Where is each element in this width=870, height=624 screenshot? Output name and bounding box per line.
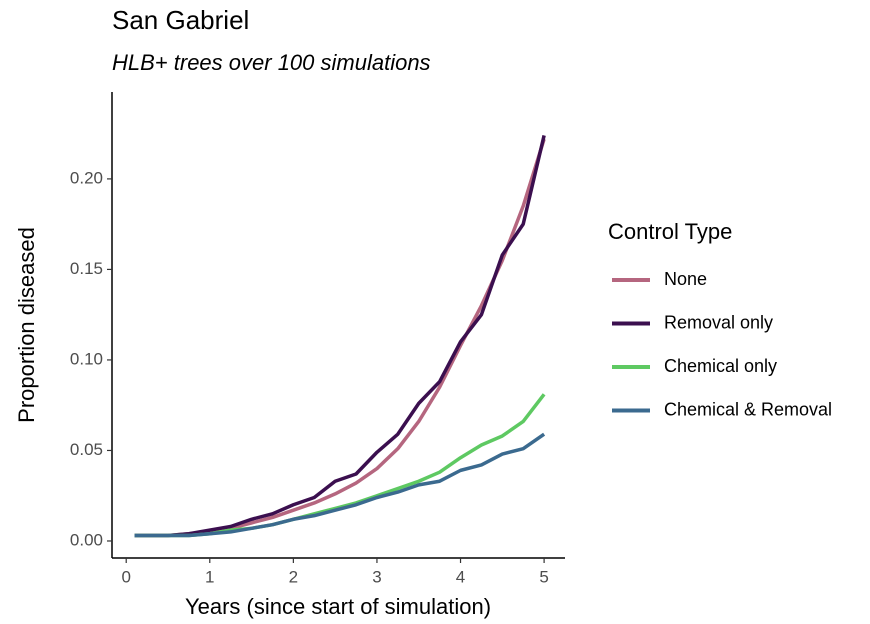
x-tick-label: 2 [289, 567, 298, 586]
x-tick-label: 0 [121, 567, 130, 586]
y-tick-label: 0.20 [70, 168, 103, 187]
chart-title: San Gabriel [112, 5, 249, 35]
y-tick-label: 0.05 [70, 440, 103, 459]
legend-label: Chemical & Removal [664, 399, 832, 419]
x-tick-label: 1 [205, 567, 214, 586]
y-tick-label: 0.10 [70, 349, 103, 368]
x-tick-label: 5 [539, 567, 548, 586]
y-axis-label: Proportion diseased [14, 227, 39, 423]
series-line [134, 432, 546, 538]
y-tick-label: 0.15 [70, 259, 103, 278]
x-tick-label: 4 [456, 567, 465, 586]
chart-subtitle: HLB+ trees over 100 simulations [112, 50, 431, 75]
legend-title: Control Type [608, 219, 732, 244]
y-tick-label: 0.00 [70, 530, 103, 549]
legend-label: Chemical only [664, 356, 777, 376]
legend-label: Removal only [664, 312, 773, 332]
x-tick-label: 3 [372, 567, 381, 586]
legend-label: None [664, 269, 707, 289]
x-axis-label: Years (since start of simulation) [185, 594, 491, 619]
series-line [134, 138, 546, 538]
series-line [134, 135, 546, 538]
